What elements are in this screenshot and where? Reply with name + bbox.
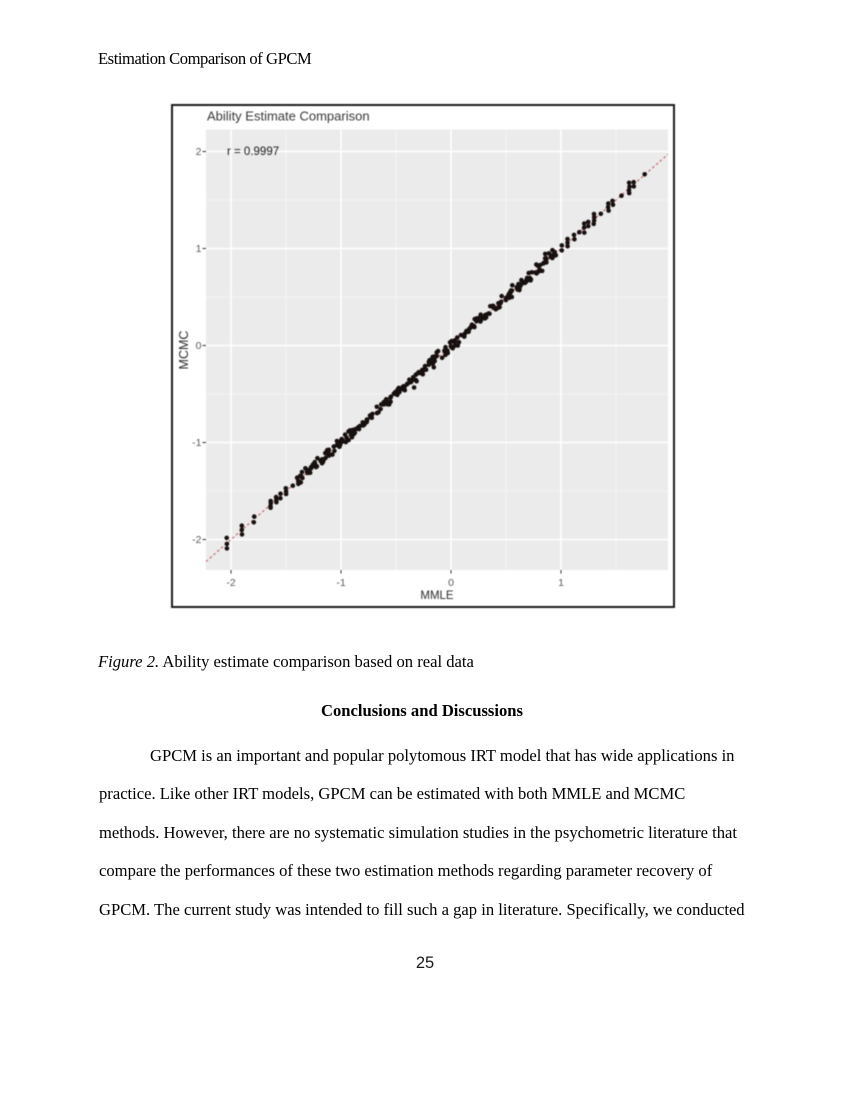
svg-text:-2: -2 — [192, 534, 201, 546]
svg-text:-1: -1 — [192, 437, 201, 449]
svg-text:-1: -1 — [336, 577, 345, 589]
svg-text:MMLE: MMLE — [420, 590, 454, 602]
svg-text:1: 1 — [558, 577, 564, 589]
svg-text:-2: -2 — [226, 577, 235, 589]
svg-text:2: 2 — [196, 146, 202, 158]
svg-text:0: 0 — [448, 577, 454, 589]
svg-text:Ability Estimate Comparison: Ability Estimate Comparison — [207, 109, 370, 124]
svg-text:MCMC: MCMC — [177, 331, 191, 370]
svg-text:r = 0.9997: r = 0.9997 — [227, 146, 279, 158]
svg-text:0: 0 — [196, 340, 202, 352]
svg-text:1: 1 — [196, 243, 202, 255]
